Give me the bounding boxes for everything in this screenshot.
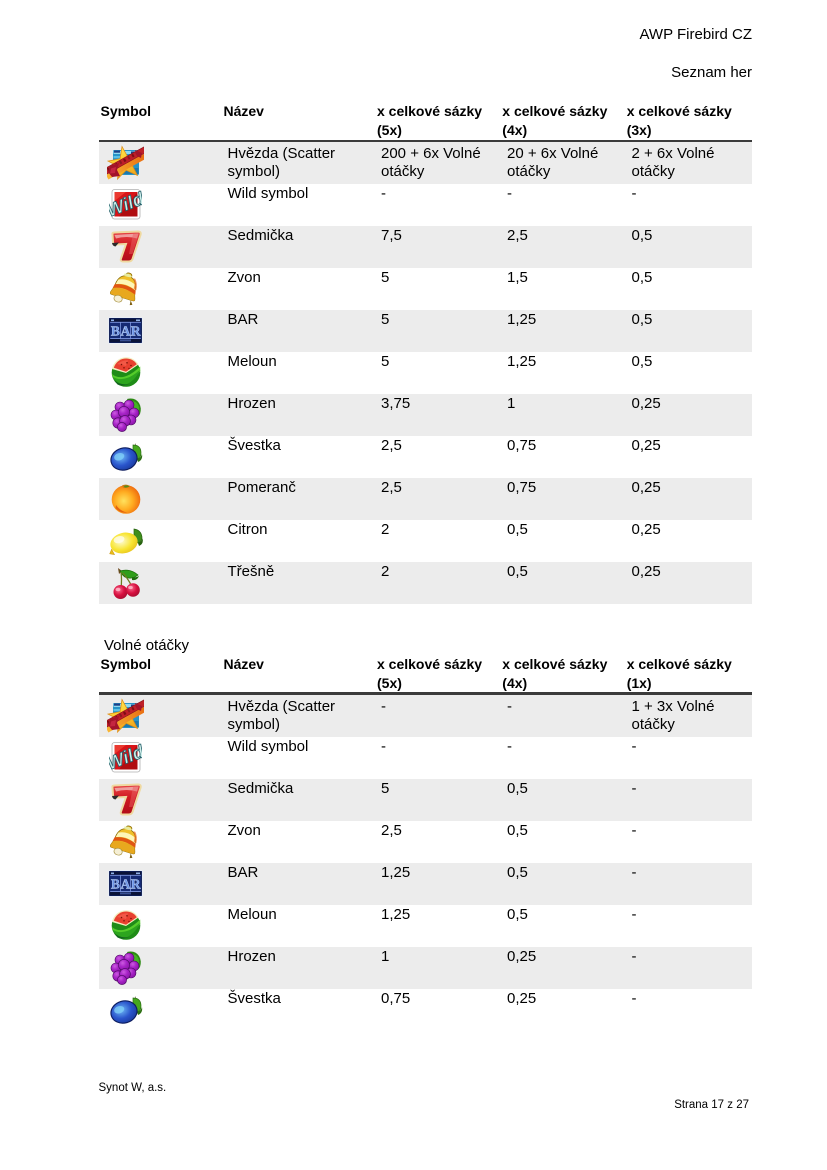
svg-text:B: B [111,323,120,338]
svg-text:R: R [131,323,141,338]
svg-text:A: A [121,323,131,338]
svg-text:A: A [121,876,131,891]
svg-text:R: R [131,876,141,891]
svg-text:B: B [111,876,120,891]
